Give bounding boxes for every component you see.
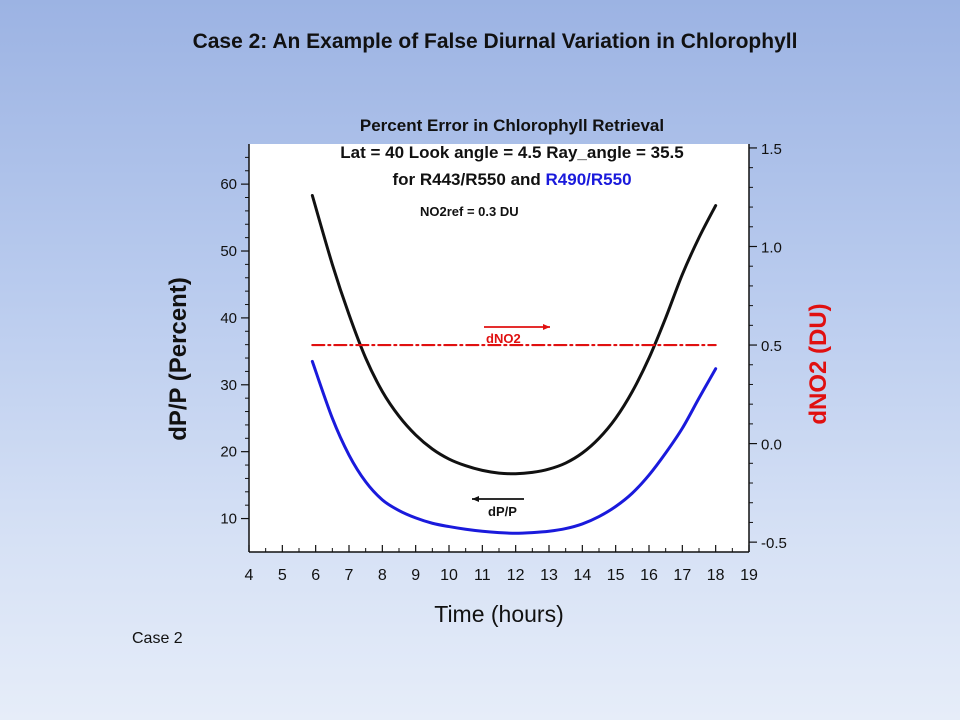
chart-subtitle-part-1: for R443/R550 and [392,170,545,189]
x-tick-label: 9 [411,567,420,584]
ref-annotation: NO2ref = 0.3 DU [420,204,519,219]
x-tick-label: 14 [573,567,591,584]
y2-tick-label: 0.0 [761,437,782,454]
x-tick-label: 17 [673,567,691,584]
x-tick-label: 18 [707,567,725,584]
chart-title-line-2: Lat = 40 Look angle = 4.5 Ray_angle = 35… [340,143,683,162]
series-r443-r550 [310,194,718,476]
y-tick-label: 30 [220,377,237,394]
y-tick-label: 60 [220,176,237,193]
x-tick-label: 10 [440,567,458,584]
plot-area [249,144,749,552]
x-tick-label: 19 [740,567,758,584]
y2-tick-label: -0.5 [761,535,787,552]
dpp-label-text: dP/P [488,504,517,519]
footer-label: Case 2 [132,630,183,647]
y2-tick-label: 0.5 [761,338,782,355]
y2-tick-label: 1.0 [761,239,782,256]
y2-tick-label: 1.5 [761,141,782,158]
dno2-label-text: dNO2 [486,331,521,346]
x-tick-label: 4 [245,567,254,584]
x-tick-label: 8 [378,567,387,584]
y2-axis-title: dNO2 (DU) [805,303,832,424]
y-tick-label: 40 [220,310,237,327]
y-tick-label: 10 [220,511,237,528]
slide-title: Case 2: An Example of False Diurnal Vari… [192,30,798,53]
x-tick-label: 15 [607,567,625,584]
chart-title-line-1: Percent Error in Chlorophyll Retrieval [360,116,664,135]
chart-subtitle-part-2: R490/R550 [546,170,632,189]
x-tick-label: 12 [507,567,525,584]
x-tick-label: 6 [311,567,320,584]
x-axis-title: Time (hours) [434,601,564,627]
y-axis-title: dP/P (Percent) [165,277,192,441]
x-tick-label: 7 [345,567,354,584]
dpp-label: dP/P [472,496,524,519]
x-tick-label: 16 [640,567,658,584]
y-tick-label: 20 [220,444,237,461]
series-r490-r550 [310,359,718,535]
dno2-label: dNO2 [484,324,550,346]
x-tick-label: 13 [540,567,558,584]
y-tick-label: 50 [220,243,237,260]
x-tick-label: 11 [474,567,491,584]
x-tick-label: 5 [278,567,287,584]
chart-subtitle: for R443/R550 and R490/R550 [392,170,631,189]
